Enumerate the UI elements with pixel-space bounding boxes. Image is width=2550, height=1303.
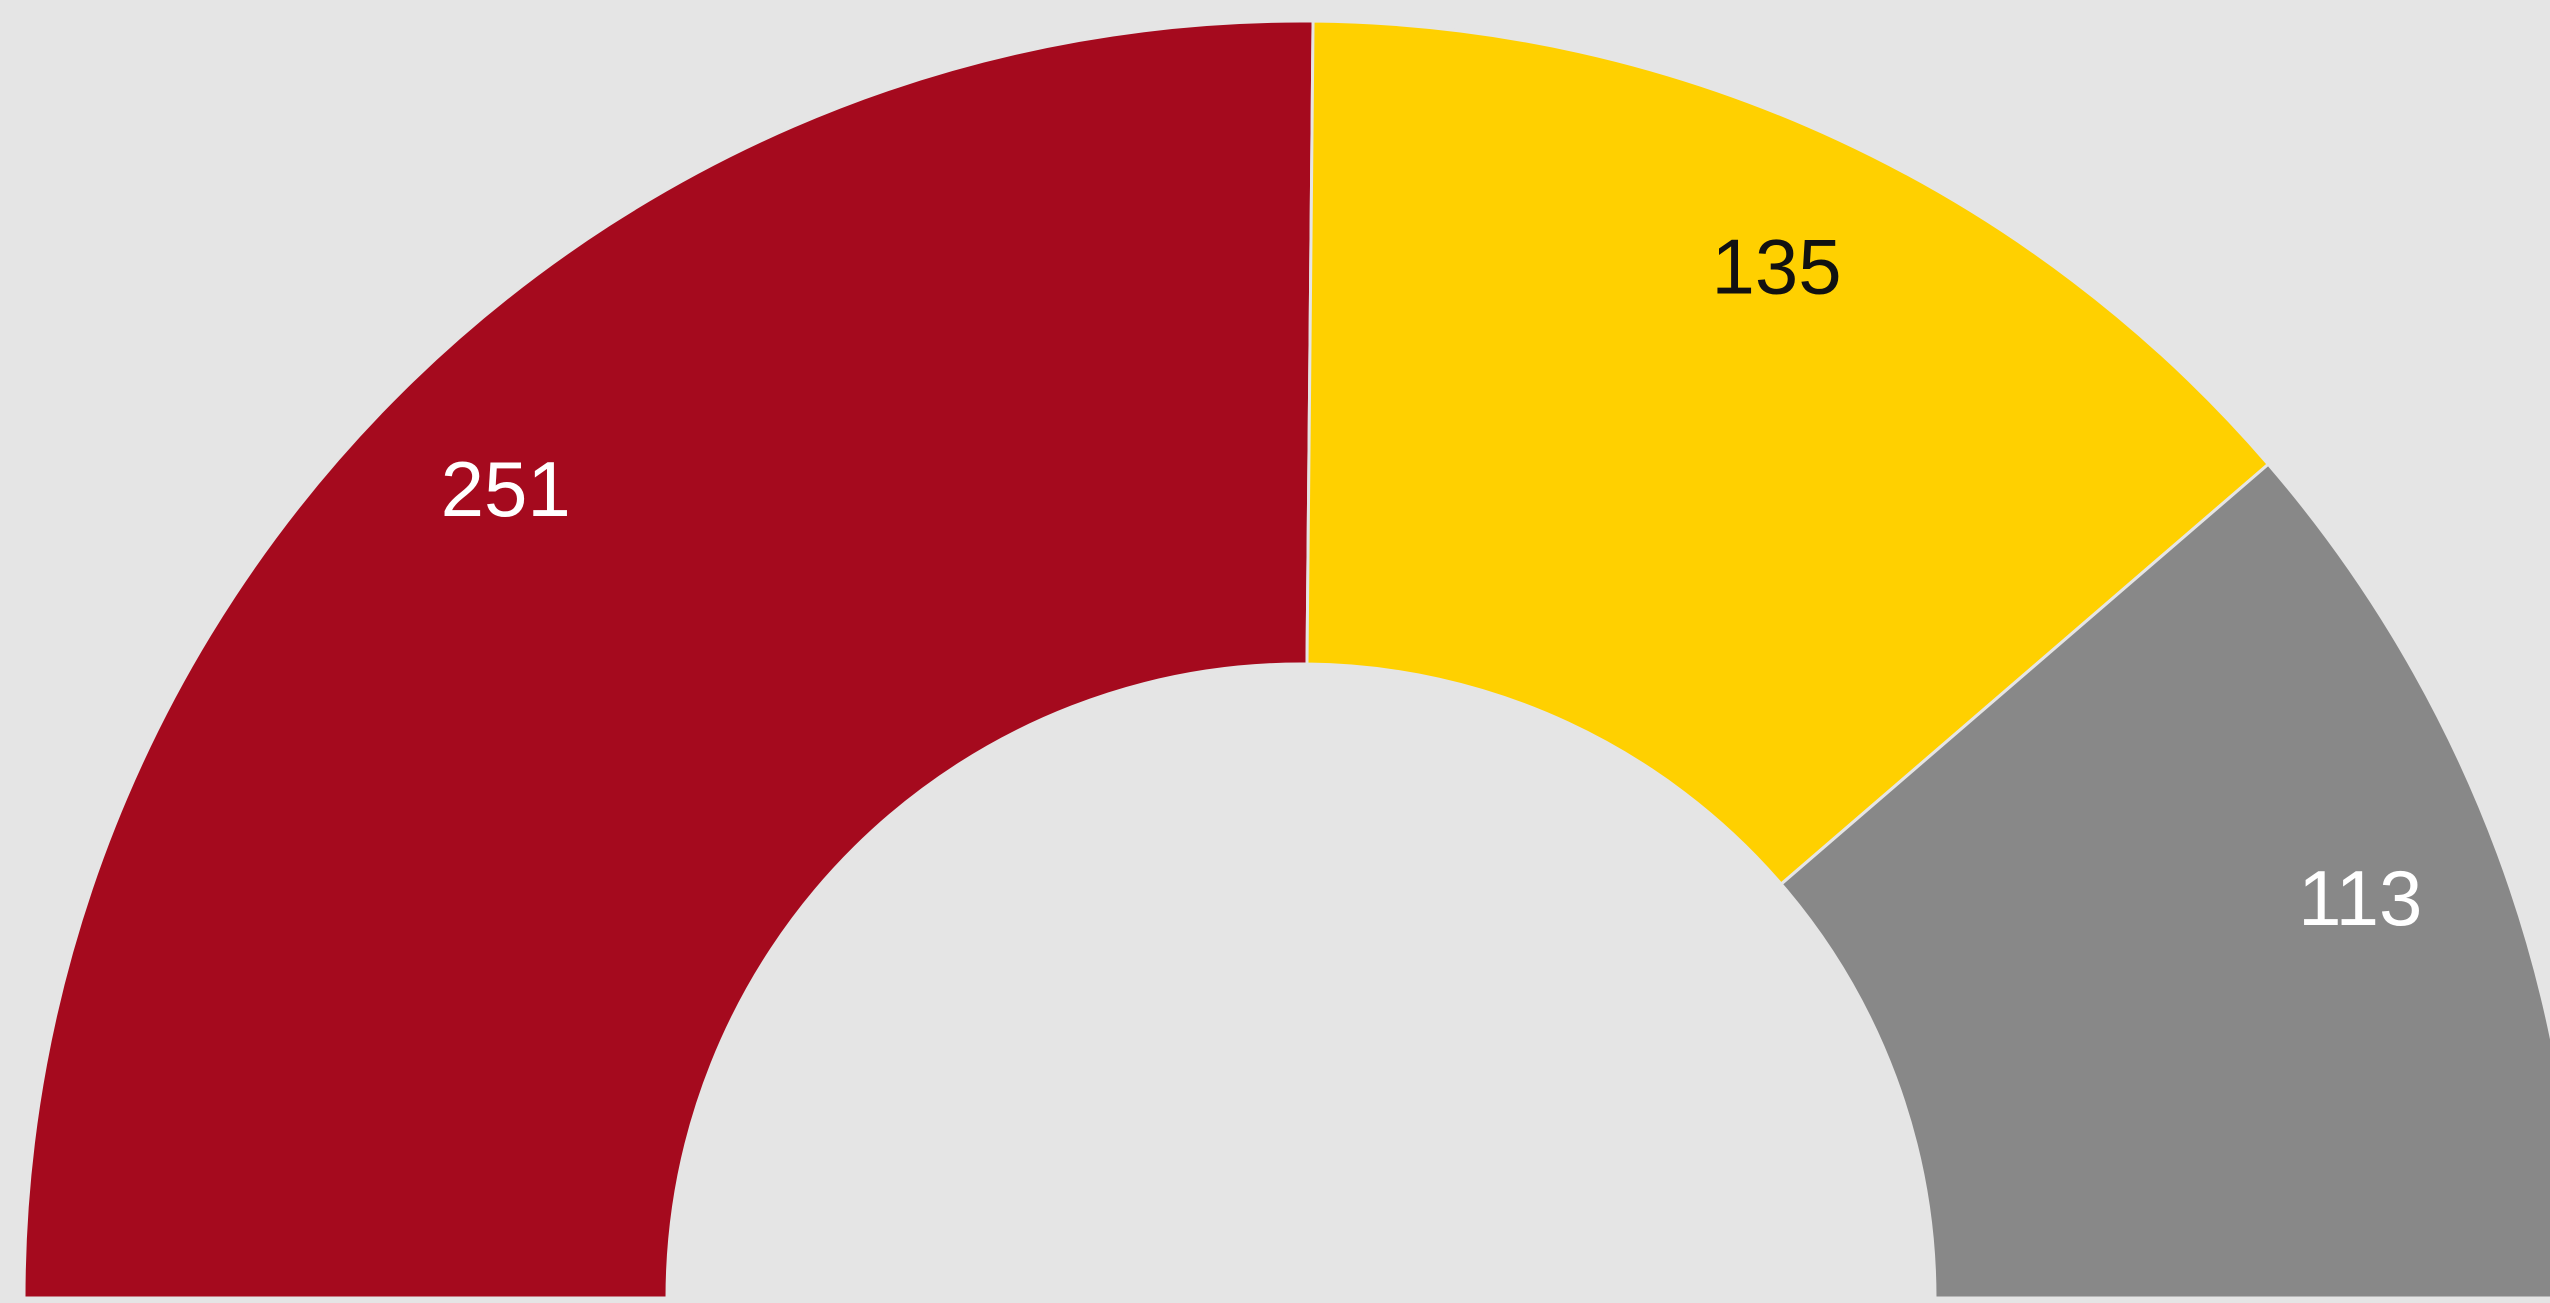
donut-segment: [1305, 19, 2271, 887]
donut-segment: [1779, 462, 2550, 1300]
segment-label: 113: [2298, 854, 2422, 942]
segment-label: 251: [441, 445, 571, 533]
donut-segment: [22, 19, 1315, 1300]
segment-label: 135: [1712, 223, 1842, 311]
